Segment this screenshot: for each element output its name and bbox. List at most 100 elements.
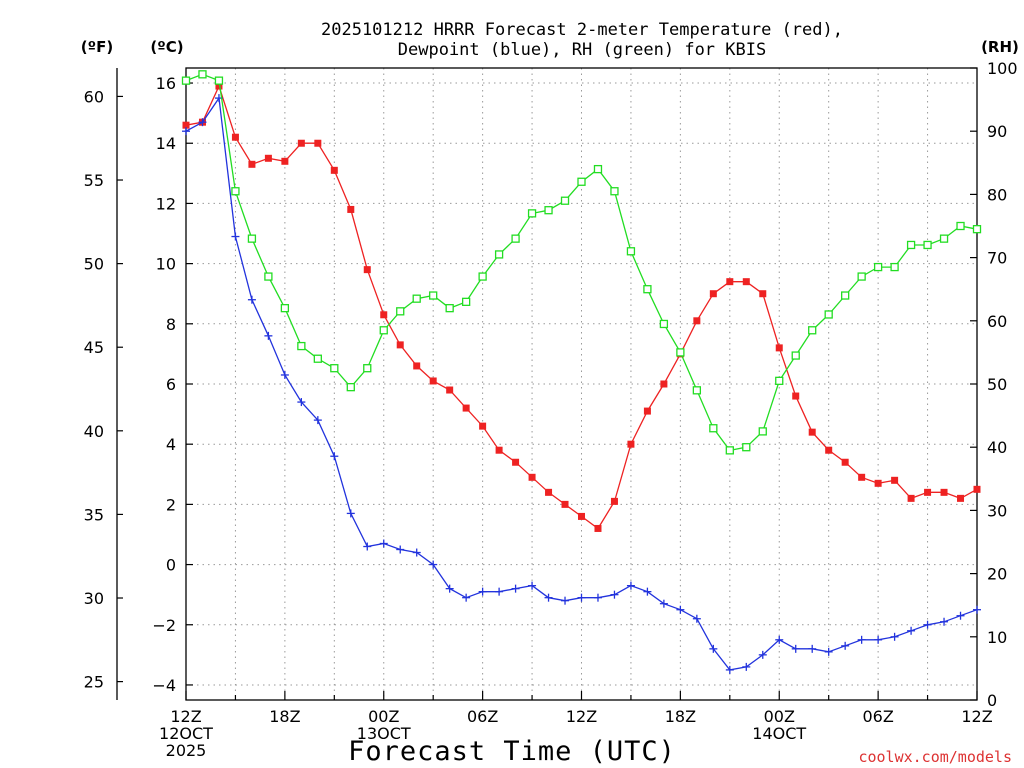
- rh-point: [610, 187, 619, 196]
- dewpoint-point: [610, 590, 619, 599]
- temperature-point: [495, 446, 503, 454]
- rh-point: [264, 272, 273, 281]
- dewpoint-point: [973, 605, 981, 614]
- rh-point: [692, 386, 702, 395]
- temperature-point: [957, 494, 965, 502]
- fahrenheit-unit-label: (ºF): [81, 38, 113, 56]
- rh-point: [181, 76, 191, 85]
- celsius-tick-label: 8: [166, 315, 176, 334]
- series-dewpoint: [182, 94, 981, 674]
- dewpoint-point: [231, 232, 240, 241]
- x-tick-label: 12Z: [961, 707, 992, 726]
- dewpoint-point: [511, 584, 520, 593]
- series-rh: [181, 70, 982, 455]
- temperature-point: [231, 133, 239, 141]
- dewpoint-point: [478, 587, 487, 596]
- dewpoint-point: [445, 584, 454, 593]
- dewpoint-point: [346, 509, 355, 518]
- dewpoint-point: [544, 593, 553, 602]
- dewpoint-point: [264, 331, 273, 340]
- dewpoint-point: [725, 665, 734, 674]
- temperature-line: [185, 84, 978, 530]
- rh-point: [626, 247, 636, 256]
- rh-point: [280, 304, 290, 313]
- temperature-point: [874, 479, 882, 487]
- credit-text: coolwx.com/models: [858, 748, 1012, 766]
- fahrenheit-tick-label: 40: [84, 422, 104, 441]
- x-tick-label: 12OCT: [159, 724, 213, 743]
- temperature-point: [578, 512, 585, 520]
- rh-point: [890, 262, 899, 272]
- temperature-point: [330, 166, 338, 174]
- x-tick-label: 14OCT: [752, 724, 806, 743]
- temperature-point: [792, 392, 800, 400]
- dewpoint-point: [676, 605, 685, 614]
- rh-point: [841, 291, 850, 300]
- rh-unit-label: (RH): [981, 38, 1019, 56]
- temperature-point: [297, 139, 305, 147]
- rh-point: [659, 319, 669, 329]
- temperature-point: [775, 344, 783, 352]
- rh-point: [231, 187, 240, 196]
- rh-tick-label: 30: [987, 501, 1007, 520]
- dewpoint-point: [280, 370, 289, 379]
- fahrenheit-tick-label: 60: [84, 87, 104, 106]
- fahrenheit-tick-label: 30: [84, 589, 104, 608]
- temperature-point: [314, 139, 322, 147]
- fahrenheit-tick-label: 55: [84, 171, 104, 190]
- rh-point: [939, 234, 949, 243]
- temperature-point: [528, 473, 536, 481]
- celsius-tick-label: 16: [156, 74, 176, 93]
- celsius-tick-label: 14: [156, 134, 176, 153]
- rh-point: [198, 70, 207, 79]
- rh-point: [643, 285, 652, 294]
- rh-point: [791, 351, 800, 360]
- x-tick-label: 18Z: [269, 707, 300, 726]
- series-temperature: [182, 82, 981, 532]
- rh-point: [956, 221, 965, 231]
- fahrenheit-tick-label: 25: [84, 673, 104, 692]
- temperature-point: [594, 524, 602, 532]
- dewpoint-point: [643, 587, 652, 596]
- temperature-point: [462, 404, 470, 412]
- dewpoint-point: [874, 635, 883, 644]
- dewpoint-point: [923, 620, 932, 629]
- temperature-point: [907, 494, 915, 502]
- x-tick-label: 2025: [166, 741, 207, 760]
- rh-point: [725, 446, 734, 455]
- dewpoint-point: [495, 587, 504, 596]
- dewpoint-point: [330, 452, 339, 461]
- temperature-point: [248, 160, 256, 168]
- temperature-point: [264, 154, 272, 162]
- dewpoint-point: [198, 118, 207, 127]
- temperature-point: [347, 205, 355, 213]
- x-tick-label: 06Z: [862, 707, 893, 726]
- rh-point: [313, 354, 322, 363]
- rh-point: [396, 307, 405, 316]
- dewpoint-point: [182, 127, 190, 136]
- temperature-point: [479, 422, 487, 430]
- dewpoint-point: [659, 599, 668, 608]
- temperature-point: [891, 476, 899, 484]
- rh-point: [709, 424, 718, 433]
- rh-point: [560, 196, 570, 205]
- dewpoint-point: [841, 641, 850, 650]
- temperature-point: [610, 497, 618, 505]
- rh-point: [923, 240, 932, 250]
- fahrenheit-tick-label: 50: [84, 255, 104, 274]
- celsius-tick-label: 4: [166, 435, 176, 454]
- rh-point: [445, 304, 454, 313]
- temperature-point: [808, 428, 816, 436]
- celsius-axis: −4 −2 0 2 4 6 8 10 12 14 16: [152, 74, 193, 695]
- rh-point: [494, 250, 504, 259]
- temperature-point: [858, 473, 866, 481]
- temperature-point: [759, 290, 767, 298]
- dewpoint-point: [396, 545, 405, 554]
- dewpoint-point: [577, 593, 586, 602]
- rh-tick-label: 80: [987, 185, 1007, 204]
- rh-point: [461, 297, 471, 306]
- temperature-point: [940, 488, 948, 496]
- x-tick-label: 00Z: [764, 707, 795, 726]
- dewpoint-point: [742, 662, 751, 671]
- temperature-point: [396, 341, 404, 349]
